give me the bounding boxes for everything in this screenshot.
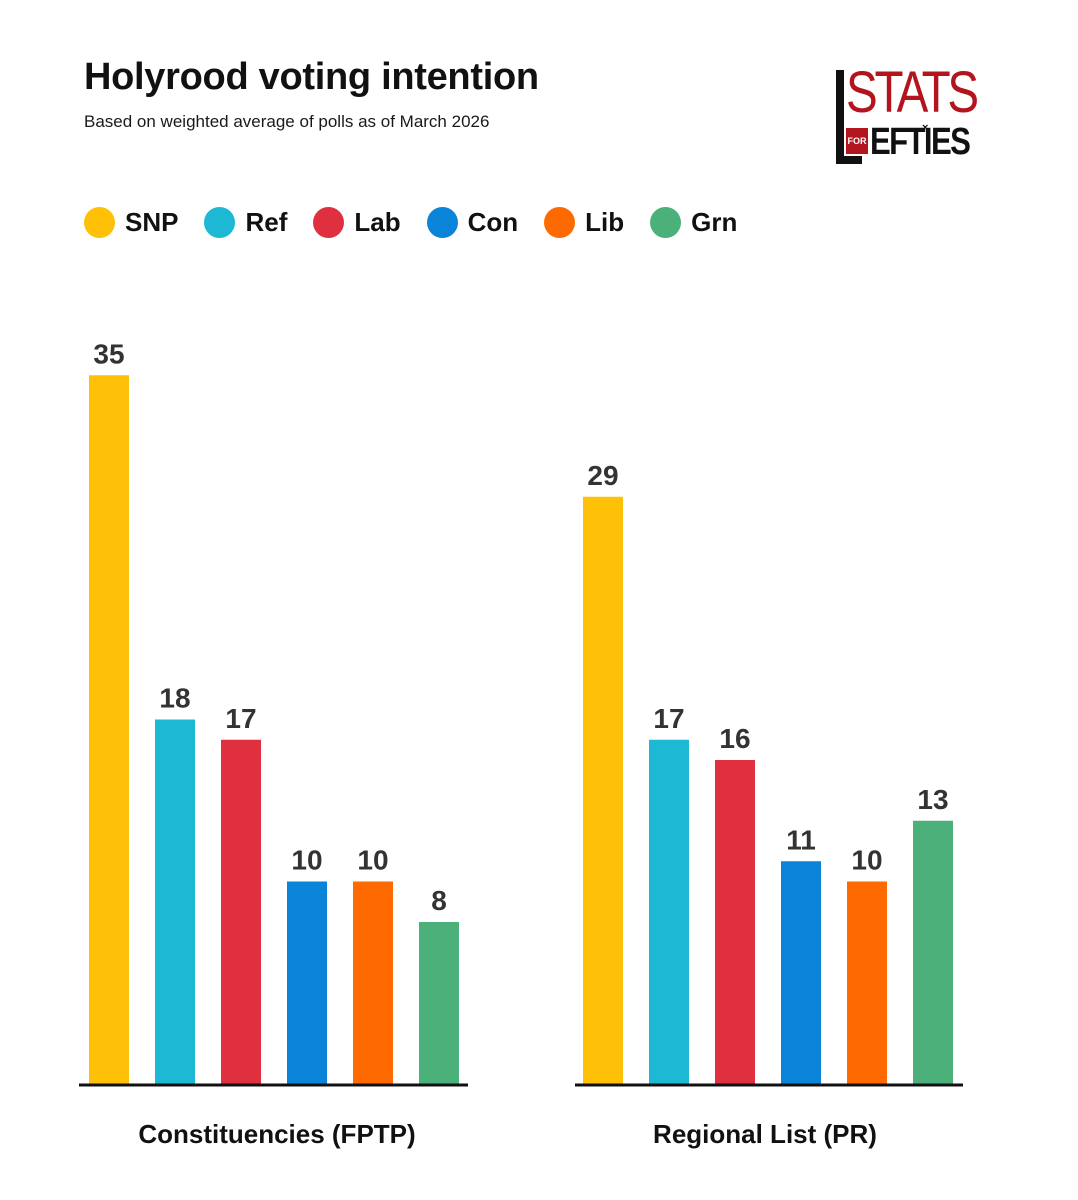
logo-efties-text: EFTIES xyxy=(870,121,971,163)
legend-label: Grn xyxy=(691,206,738,237)
stats-for-lefties-logo: STATS FOR EFTIES × xyxy=(834,60,979,166)
logo-x-mark: × xyxy=(922,122,929,134)
regional-list-bar-con xyxy=(781,861,821,1084)
logo-stats-text: STATS xyxy=(846,60,979,125)
legend-swatch xyxy=(650,206,682,238)
constituencies-value-label-grn: 8 xyxy=(431,885,447,916)
regional-list-value-label-lab: 16 xyxy=(719,723,750,754)
regional-list-value-label-snp: 29 xyxy=(587,460,618,491)
regional-list-axis-title: Regional List (PR) xyxy=(653,1119,877,1149)
legend-swatch xyxy=(204,206,236,238)
legend: SNP Ref Lab Con Lib Grn xyxy=(84,204,763,240)
constituencies-axis-title: Constituencies (FPTP) xyxy=(138,1119,415,1149)
constituencies-value-label-ref: 18 xyxy=(159,683,190,714)
regional-list-bar-lib xyxy=(847,881,887,1084)
legend-item-con: Con xyxy=(426,206,519,238)
legend-label: SNP xyxy=(125,206,179,237)
constituencies-value-label-con: 10 xyxy=(291,845,322,876)
chart-subtitle: Based on weighted average of polls as of… xyxy=(84,112,490,131)
legend-item-ref: Ref xyxy=(204,206,288,238)
constituencies-bar-ref xyxy=(155,719,195,1084)
legend-label: Lab xyxy=(354,206,401,237)
legend-item-snp: SNP xyxy=(84,206,179,238)
constituencies-bar-lab xyxy=(221,739,261,1084)
regional-list-bar-lab xyxy=(715,760,755,1084)
constituencies-bar-grn xyxy=(419,922,459,1084)
chart-title: Holyrood voting intention xyxy=(84,56,539,98)
constituencies-value-label-snp: 35 xyxy=(93,338,124,369)
legend-item-grn: Grn xyxy=(650,206,738,238)
regional-list-value-label-lib: 10 xyxy=(851,845,882,876)
logo-for-badge: FOR xyxy=(846,128,868,154)
constituencies-bar-lib xyxy=(353,881,393,1084)
legend-label: Con xyxy=(467,206,519,237)
regional-list-value-label-grn: 13 xyxy=(917,784,948,815)
legend-label: Ref xyxy=(245,206,288,237)
constituencies-bar-con xyxy=(287,881,327,1084)
regional-list-value-label-con: 11 xyxy=(786,824,816,855)
regional-list-bar-ref xyxy=(649,739,689,1084)
constituencies-value-label-lab: 17 xyxy=(225,703,256,734)
legend-item-lib: Lib xyxy=(544,206,625,238)
constituencies-value-label-lib: 10 xyxy=(357,845,388,876)
legend-swatch xyxy=(426,206,458,238)
legend-label: Lib xyxy=(585,206,625,237)
logo-l-foot xyxy=(836,156,862,164)
legend-swatch xyxy=(84,206,115,238)
legend-swatch xyxy=(544,206,576,238)
legend-item-lab: Lab xyxy=(313,206,401,238)
constituencies-bar-snp xyxy=(89,375,129,1084)
logo-l-stem xyxy=(836,70,844,164)
regional-list-bar-snp xyxy=(583,496,623,1084)
regional-list-bar-grn xyxy=(913,820,953,1084)
legend-swatch xyxy=(313,206,345,238)
regional-list-value-label-ref: 17 xyxy=(653,703,684,734)
